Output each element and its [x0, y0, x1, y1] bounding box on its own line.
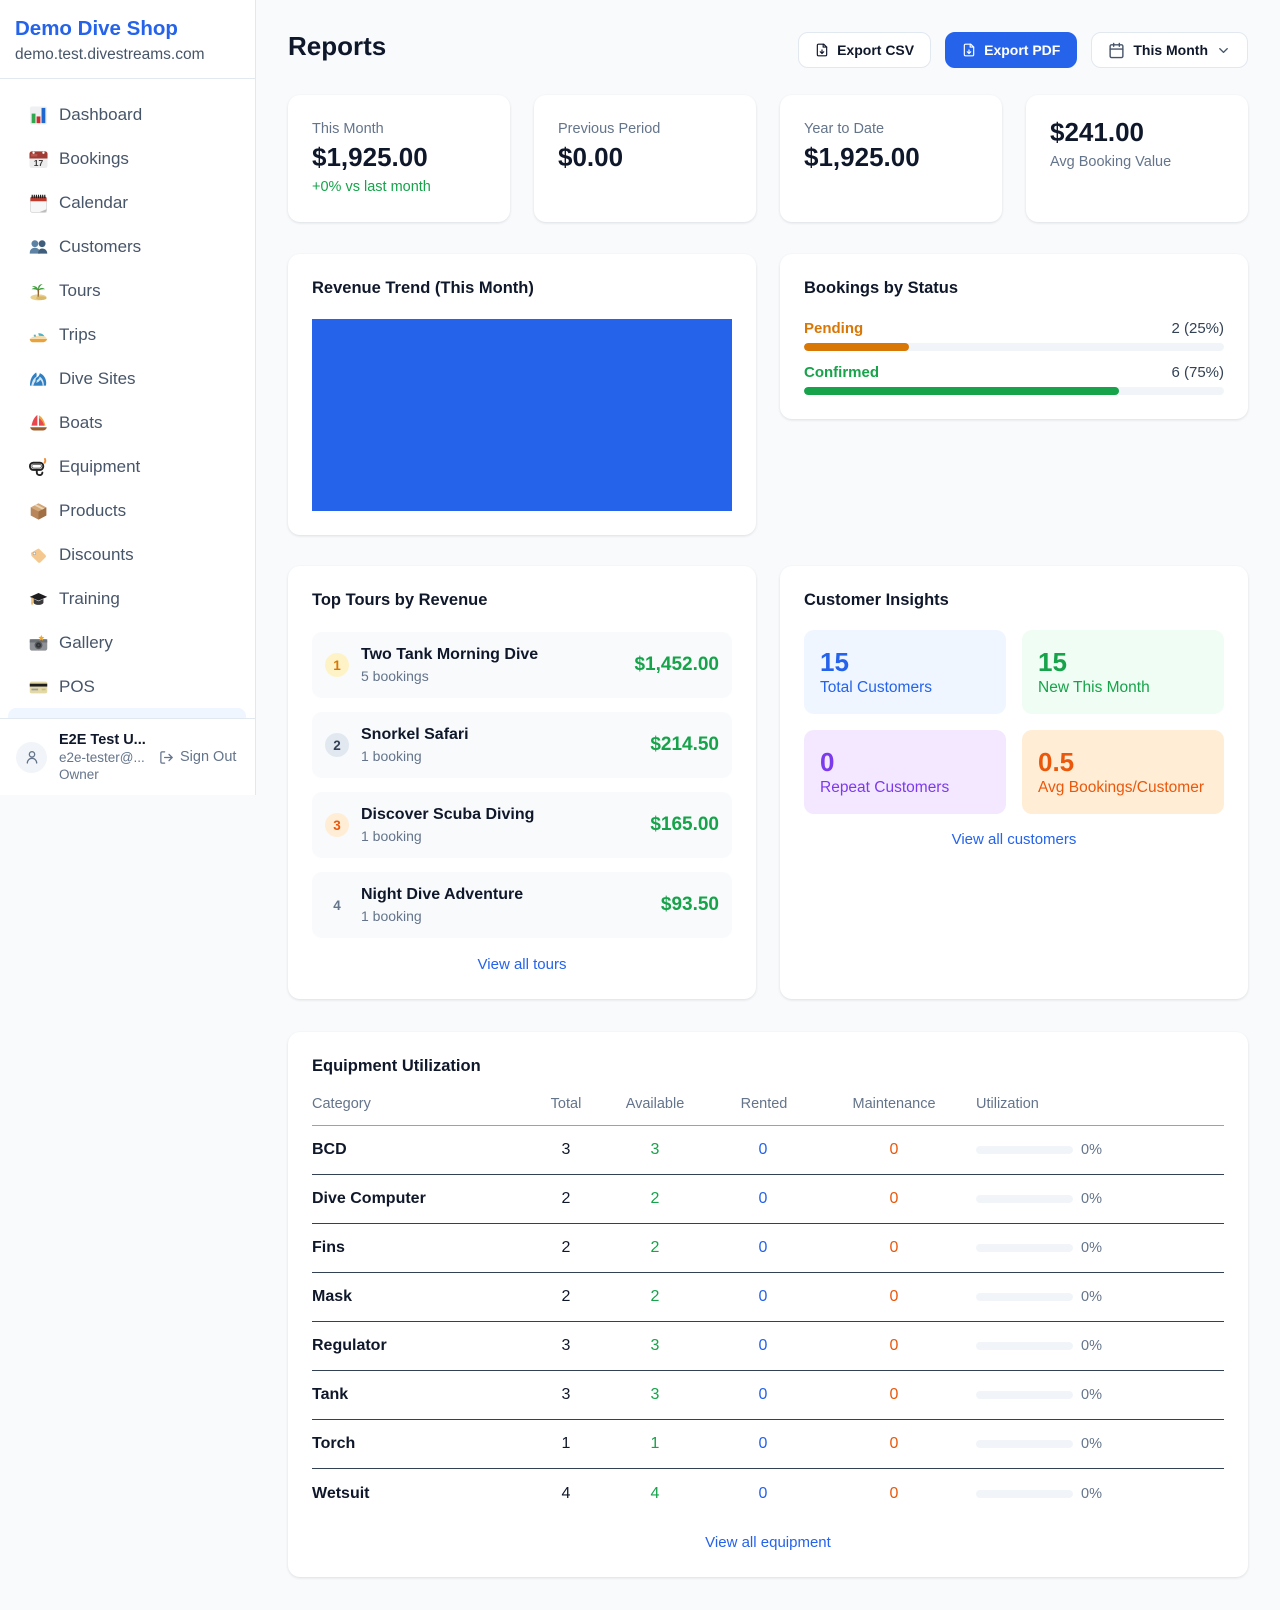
svg-text:17: 17	[34, 157, 44, 167]
